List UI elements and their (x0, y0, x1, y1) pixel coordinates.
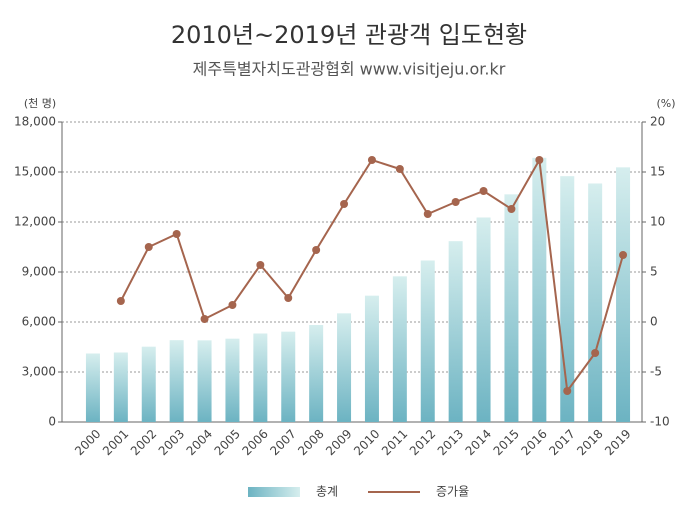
line-point (144, 243, 153, 251)
line-point (116, 297, 125, 305)
y-tick-label: 15,000 (14, 165, 56, 179)
bar (309, 325, 324, 422)
legend-label: 총계 (316, 485, 338, 499)
x-tick-label: 2006 (239, 427, 270, 458)
line-point (451, 198, 460, 206)
line-point (591, 349, 600, 357)
x-tick-label: 2010 (351, 427, 382, 458)
x-tick-label: 2016 (518, 427, 549, 458)
x-tick-label: 2002 (128, 427, 159, 458)
x-tick-label: 2015 (491, 427, 522, 458)
y2-tick-label: 5 (650, 265, 658, 279)
x-tick-label: 2003 (156, 427, 187, 458)
y2-tick-label: -10 (650, 415, 670, 429)
y2-tick-label: -5 (650, 365, 662, 379)
line-point (367, 156, 376, 164)
x-tick-label: 2001 (100, 427, 131, 458)
line-point (172, 230, 181, 238)
x-tick-label: 2004 (184, 427, 215, 458)
line-point (284, 294, 293, 302)
y2-tick-label: 0 (650, 315, 658, 329)
x-tick-label: 2009 (323, 427, 354, 458)
x-tick-label: 2012 (407, 427, 438, 458)
line-point (507, 205, 516, 213)
bar (197, 340, 212, 422)
y2-tick-label: 15 (650, 165, 665, 179)
chart-subtitle: 제주특별자치도관광협회 www.visitjeju.or.kr (193, 60, 506, 79)
line-point (200, 315, 209, 323)
bar (281, 331, 296, 422)
line-point (395, 165, 404, 173)
bar (588, 183, 603, 422)
bar (392, 276, 407, 422)
line-point (228, 301, 237, 309)
chart-title: 2010년~2019년 관광객 입도현황 (171, 21, 527, 49)
line-point (340, 200, 349, 208)
line-point (312, 246, 321, 254)
bar (169, 340, 184, 422)
line-point (479, 187, 488, 195)
bar (253, 333, 268, 422)
line-point (256, 261, 265, 269)
bar (85, 353, 100, 422)
x-tick-label: 2014 (463, 427, 494, 458)
y2-axis-label: (%) (656, 97, 675, 110)
y-tick-label: 3,000 (22, 365, 56, 379)
bar (448, 241, 463, 422)
bar (616, 167, 631, 422)
y2-tick-label: 10 (650, 215, 665, 229)
line-point (423, 210, 432, 218)
bar (476, 217, 491, 422)
bar (532, 157, 547, 423)
y-tick-label: 9,000 (22, 265, 56, 279)
bar (337, 313, 352, 422)
y-tick-label: 18,000 (14, 115, 56, 129)
legend-swatch (248, 487, 300, 497)
x-tick-label: 2019 (602, 427, 633, 458)
bar (113, 352, 128, 422)
x-tick-label: 2000 (72, 427, 103, 458)
bar (141, 346, 156, 422)
x-tick-label: 2007 (267, 427, 298, 458)
y-axis-label: (천 명) (24, 96, 56, 110)
bar (504, 194, 519, 422)
line-point (535, 156, 544, 164)
x-tick-label: 2017 (546, 427, 577, 458)
x-tick-label: 2018 (574, 427, 605, 458)
bar (225, 338, 240, 422)
line-point (619, 251, 628, 259)
x-tick-label: 2013 (435, 427, 466, 458)
y2-tick-label: 20 (650, 115, 665, 129)
x-tick-label: 2008 (295, 427, 326, 458)
x-tick-label: 2005 (212, 427, 243, 458)
bar (420, 260, 435, 422)
x-tick-label: 2011 (379, 427, 410, 458)
y-tick-label: 6,000 (22, 315, 56, 329)
legend-label: 증가율 (436, 485, 469, 499)
y-tick-label: 0 (48, 415, 56, 429)
y-tick-label: 12,000 (14, 215, 56, 229)
bar (364, 295, 379, 422)
line-point (563, 387, 572, 395)
